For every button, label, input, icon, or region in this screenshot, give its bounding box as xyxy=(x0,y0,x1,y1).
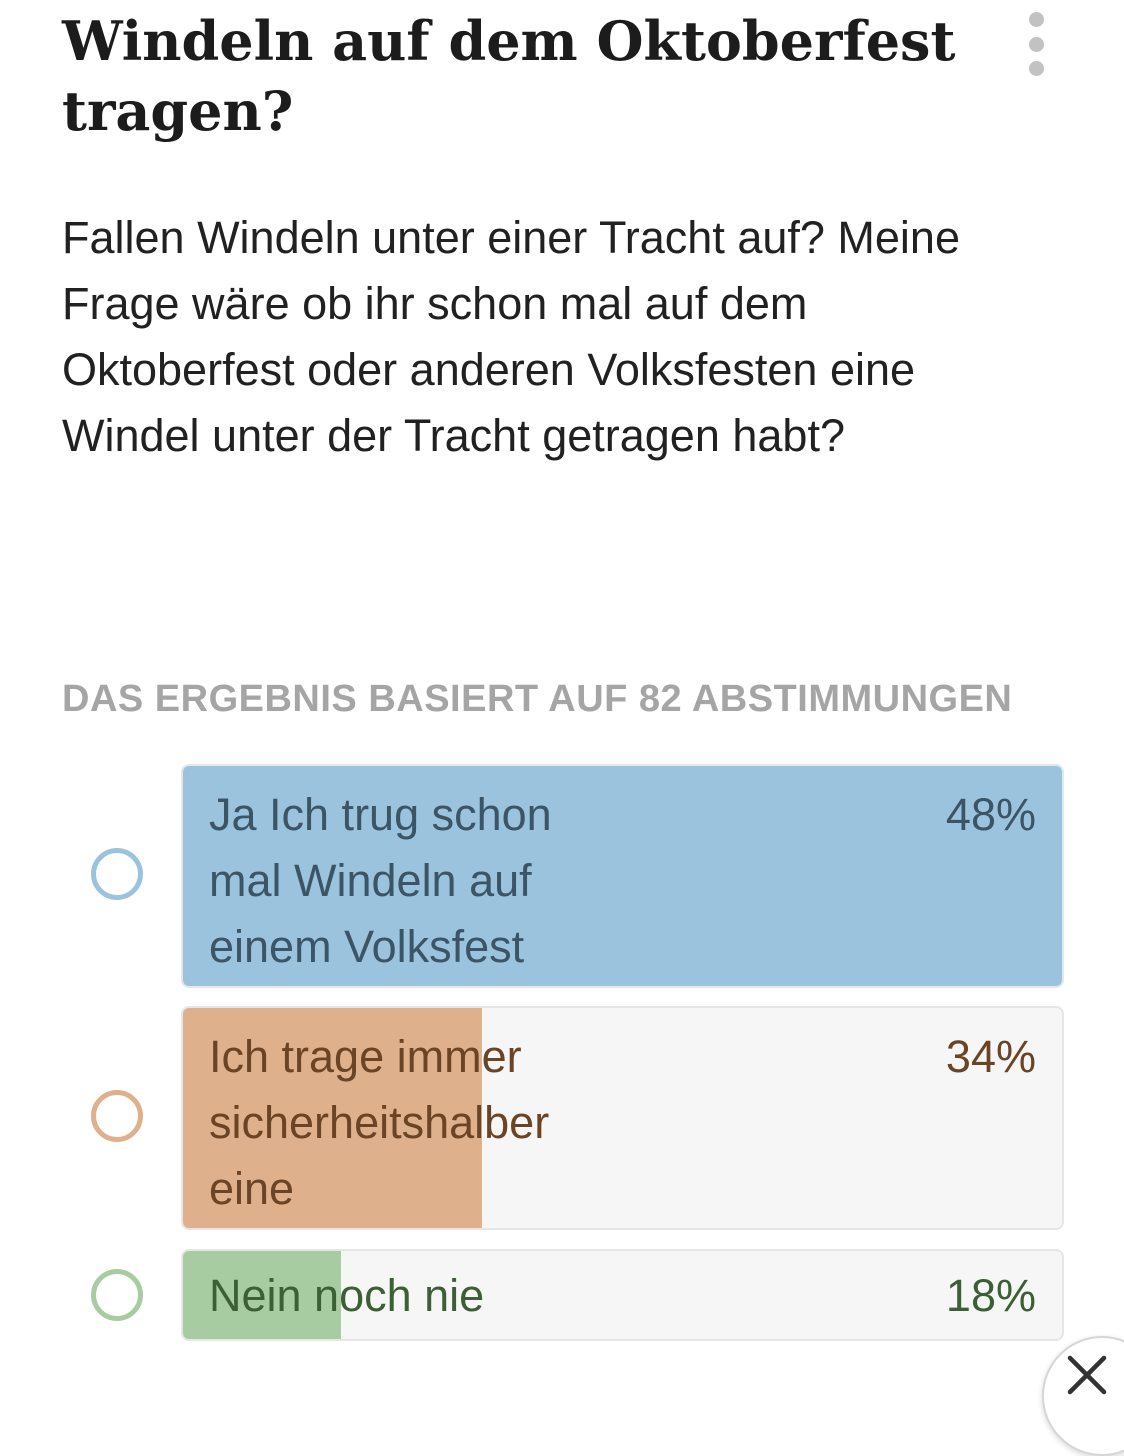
poll-option: Ja Ich trug schon mal Windeln auf einem … xyxy=(0,764,1124,988)
poll-option: Nein noch nie 18% xyxy=(0,1249,1124,1341)
close-icon xyxy=(1067,1355,1107,1395)
more-vertical-icon xyxy=(1028,61,1044,76)
option-percent: 34% xyxy=(945,1031,1036,1082)
more-vertical-icon xyxy=(1028,36,1044,52)
result-bar-fill xyxy=(183,766,1062,986)
option-percent: 18% xyxy=(945,1270,1036,1321)
option-radio[interactable] xyxy=(91,848,143,900)
result-bar-fill xyxy=(183,1008,482,1228)
option-label: Ich trage immer sicherheitshalber eine xyxy=(209,1031,550,1214)
more-vertical-icon xyxy=(1028,12,1044,27)
close-button[interactable] xyxy=(1042,1336,1124,1456)
more-options-button[interactable] xyxy=(1012,8,1060,80)
results-summary: DAS ERGEBNIS BASIERT AUF 82 ABSTIMMUNGEN xyxy=(62,678,1013,720)
option-radio[interactable] xyxy=(91,1269,143,1321)
result-bar-fill xyxy=(183,1251,342,1339)
result-bar[interactable]: Ich trage immer sicherheitshalber eine 3… xyxy=(181,1006,1064,1230)
question-description: Fallen Windeln unter einer Tracht auf? M… xyxy=(62,212,960,461)
option-percent: 48% xyxy=(945,789,1036,840)
result-bar[interactable]: Ja Ich trug schon mal Windeln auf einem … xyxy=(181,764,1064,988)
option-label: Ja Ich trug schon mal Windeln auf einem … xyxy=(209,789,552,972)
option-label: Nein noch nie xyxy=(209,1270,485,1321)
question-title: Windeln auf dem Oktoberfest tragen? xyxy=(62,9,956,143)
option-radio[interactable] xyxy=(91,1090,143,1142)
poll-option: Ich trage immer sicherheitshalber eine 3… xyxy=(0,1006,1124,1230)
result-bar[interactable]: Nein noch nie 18% xyxy=(181,1249,1064,1341)
